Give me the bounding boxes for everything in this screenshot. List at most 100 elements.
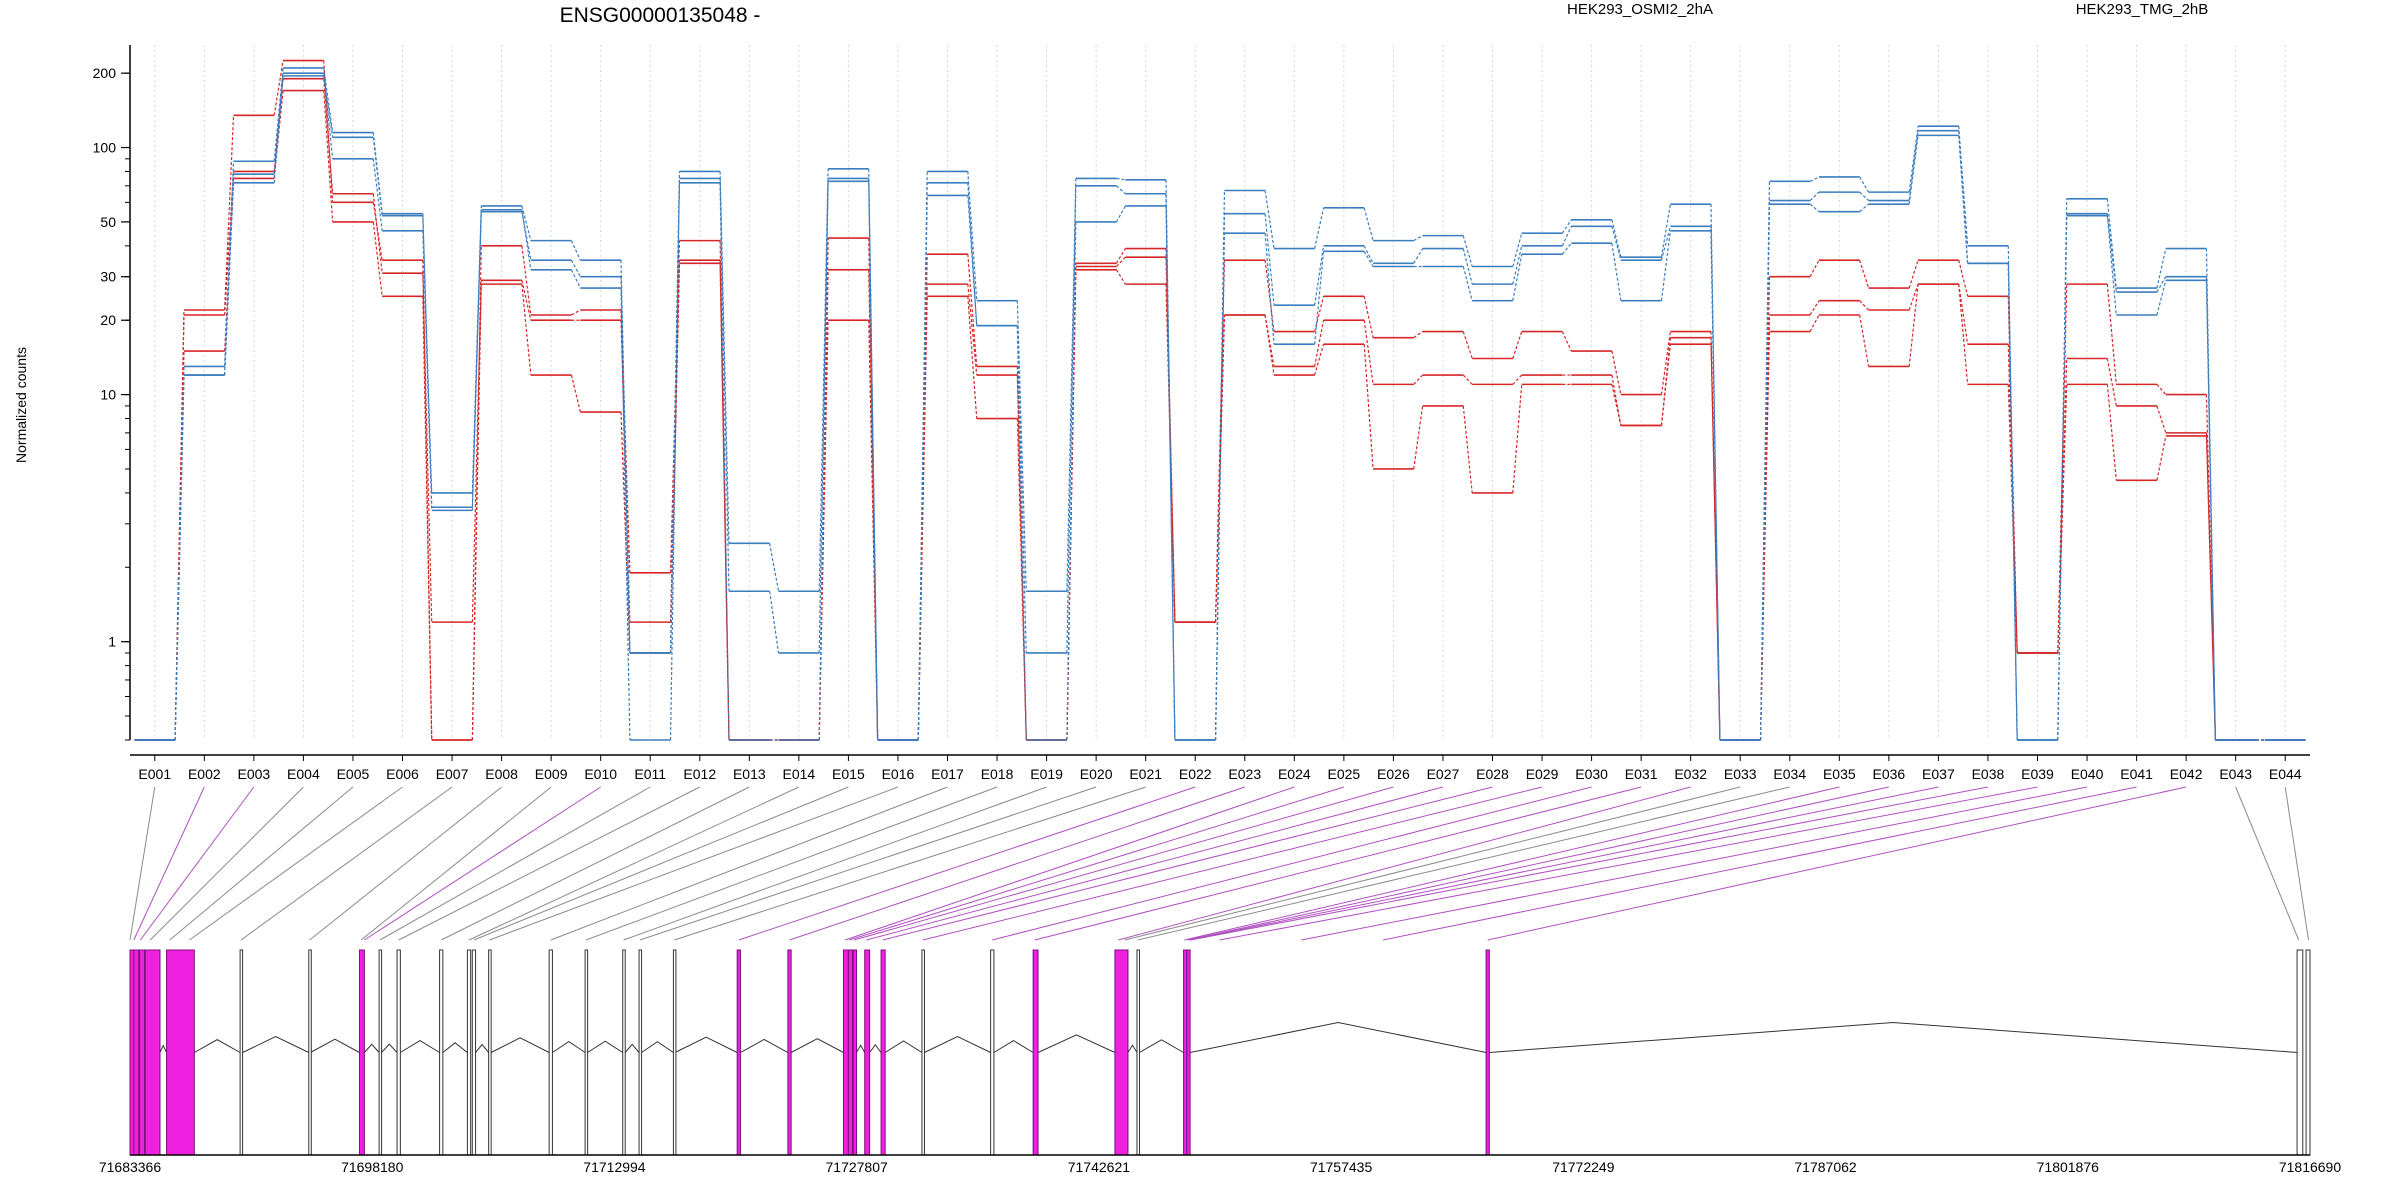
series-transition: [224, 182, 235, 376]
intron: [490, 1037, 550, 1053]
intron: [790, 1038, 844, 1053]
exon-block: [2305, 949, 2311, 1156]
series-transition: [1859, 259, 1870, 289]
intron: [924, 1036, 991, 1053]
series-transition: [1859, 176, 1870, 193]
x-tick-label-e030: E030: [1575, 766, 1608, 782]
exon-block: [852, 949, 858, 1156]
x-gridlines: [154, 45, 2286, 740]
connector-e006: [189, 786, 403, 941]
exon-connectors: [129, 786, 2310, 941]
series-transition: [1759, 204, 1771, 741]
series-transition: [2156, 276, 2167, 293]
x-tick-label-e036: E036: [1873, 766, 1906, 782]
x-tick-label-e023: E023: [1228, 766, 1261, 782]
exon-block: [672, 949, 677, 1156]
series-transition: [1660, 331, 1671, 395]
exon-block: [139, 949, 145, 1156]
series-transition: [1462, 405, 1473, 493]
exon-block: [847, 949, 853, 1156]
series-transition: [2205, 280, 2216, 741]
series-transition: [1809, 176, 1820, 182]
series-transition: [521, 211, 532, 261]
series-transition: [1561, 242, 1572, 255]
series-transition: [1066, 221, 1077, 741]
series-transition: [1611, 219, 1622, 258]
connector-e005: [169, 786, 354, 941]
series-transition: [1512, 384, 1523, 493]
series-transition: [769, 543, 780, 592]
exon-block: [990, 949, 995, 1156]
exon-block: [439, 949, 444, 1156]
series-transition: [1116, 185, 1126, 195]
intron: [552, 1040, 586, 1053]
x-tick-label-e025: E025: [1328, 766, 1361, 782]
genomic-coordinate-label: 71757435: [1310, 1159, 1373, 1175]
x-tick-label-e014: E014: [783, 766, 816, 782]
y-tick-label: 10: [100, 387, 116, 403]
series-transition: [1908, 135, 1919, 205]
connector-e032: [1118, 786, 1691, 941]
series-transition: [273, 60, 284, 116]
legend-label-osmi: HEK293_OSMI2_2hA: [1567, 1, 1713, 18]
series-transition: [1314, 251, 1325, 345]
series-transition: [1512, 254, 1523, 301]
gene-model: 71683366 71698180 71712994 71727807 71742621…: [99, 949, 2341, 1175]
intron: [442, 1042, 468, 1053]
intron: [159, 1044, 167, 1053]
x-tick-label-e039: E039: [2021, 766, 2054, 782]
series-4: [134, 67, 2306, 741]
series-transition: [2106, 284, 2117, 385]
series-transition: [1264, 314, 1275, 367]
exon-block: [2296, 949, 2304, 1156]
series-transition: [372, 221, 383, 297]
connector-e016: [489, 786, 899, 941]
exon-block: [842, 949, 849, 1156]
exon-block: [1186, 949, 1191, 1156]
series-transition: [1115, 248, 1126, 264]
series-transition: [521, 245, 532, 316]
series-transition: [372, 137, 383, 216]
series-transition: [323, 67, 334, 133]
series-transition: [1958, 260, 1969, 297]
series-transition: [1413, 374, 1424, 385]
exon-block: [358, 949, 365, 1156]
genomic-coordinate-label: 71772249: [1552, 1159, 1615, 1175]
exon-block: [488, 949, 492, 1156]
series-transition: [719, 178, 730, 592]
series-transition: [323, 90, 334, 222]
series-transition: [1363, 344, 1374, 470]
x-tick-label-e019: E019: [1030, 766, 1063, 782]
x-tick-label-e032: E032: [1674, 766, 1707, 782]
x-tick-label-e007: E007: [436, 766, 469, 782]
series-transition: [917, 182, 928, 741]
series-transition: [2007, 296, 2018, 653]
exon-block: [880, 949, 886, 1156]
series-transition: [1363, 320, 1374, 385]
series-transition: [1462, 331, 1473, 359]
series-transition: [1413, 331, 1423, 339]
intron: [641, 1041, 674, 1053]
x-tick-label-e008: E008: [485, 766, 518, 782]
series-transition: [1165, 205, 1176, 741]
series-transition: [1908, 126, 1919, 193]
connector-e038: [1190, 786, 1989, 941]
x-tick-label-e029: E029: [1526, 766, 1559, 782]
connector-e044: [2284, 786, 2310, 941]
intron: [242, 1036, 310, 1053]
series-transition: [1859, 191, 1869, 202]
series-transition: [1809, 300, 1820, 316]
series-transition: [1809, 314, 1820, 332]
series-transition: [1611, 226, 1622, 261]
x-tick-label-e024: E024: [1278, 766, 1311, 782]
x-tick-label-e017: E017: [931, 766, 964, 782]
series-transition: [1958, 135, 1969, 264]
intron: [1127, 1044, 1138, 1053]
intron: [475, 1043, 490, 1053]
series-transition: [1908, 283, 1919, 311]
connector-e027: [866, 786, 1444, 941]
series-transition: [917, 195, 928, 741]
connector-e026: [853, 786, 1394, 941]
series-transition: [769, 591, 780, 654]
series-transition: [1116, 256, 1126, 267]
